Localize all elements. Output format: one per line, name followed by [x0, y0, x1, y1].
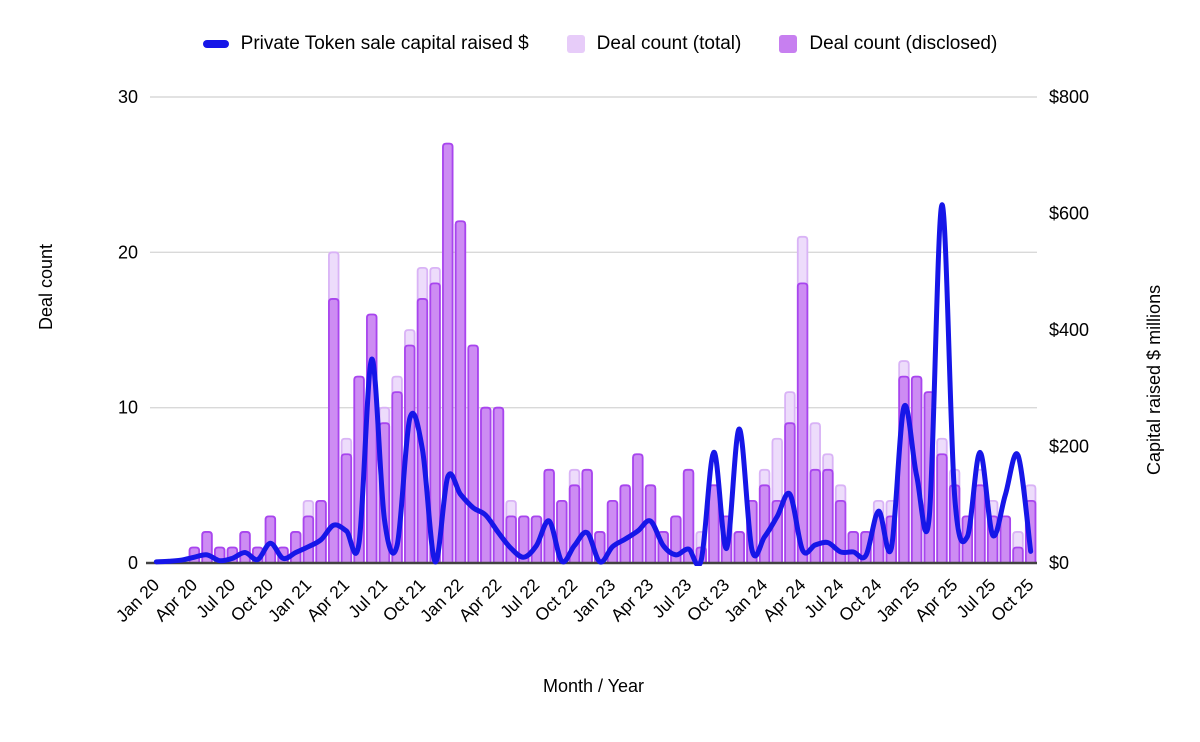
bar-disclosed-Jun 21[interactable]	[366, 313, 378, 564]
left-axis-title: Deal count	[36, 243, 56, 330]
bar-disclosed-Jun 24[interactable]	[822, 468, 834, 564]
bar-disclosed-Jan 24[interactable]	[758, 484, 771, 564]
x-axis-tick-Apr 21: Apr 21	[303, 575, 354, 626]
right-axis-tick-0: $0	[1049, 553, 1069, 573]
bar-disclosed-Nov 21[interactable]	[429, 282, 441, 564]
right-axis-tick-800: $800	[1049, 87, 1089, 107]
bar-disclosed-Jan 22[interactable]	[454, 220, 467, 564]
bar-disclosed-Jul 23[interactable]	[682, 468, 695, 564]
bar-disclosed-Feb 23[interactable]	[619, 484, 631, 564]
bar-disclosed-Mar 25[interactable]	[936, 453, 948, 564]
bar-disclosed-Feb 22[interactable]	[467, 344, 479, 564]
bar-disclosed-Jun 25[interactable]	[974, 484, 986, 564]
right-axis-tick-400: $400	[1049, 320, 1089, 340]
x-axis-tick-Apr 25: Apr 25	[911, 575, 962, 626]
x-axis-title: Month / Year	[542, 676, 645, 696]
bar-disclosed-Oct 20[interactable]	[264, 515, 277, 564]
bar-disclosed-Apr 24[interactable]	[796, 282, 809, 564]
bar-disclosed-Jun 23[interactable]	[670, 515, 682, 564]
legend-item-deal-count-total[interactable]: Deal count (total)	[566, 33, 742, 55]
bar-disclosed-Aug 22[interactable]	[543, 468, 555, 564]
bar-disclosed-May 22[interactable]	[505, 515, 517, 564]
x-axis-tick-Jan 23: Jan 23	[568, 575, 619, 626]
x-axis-tick-Jan 21: Jan 21	[264, 575, 315, 626]
right-axis-tick-600: $600	[1049, 204, 1089, 224]
legend-label-capital: Private Token sale capital raised $	[240, 33, 529, 54]
bar-disclosed-Dec 21[interactable]	[442, 142, 454, 564]
x-axis-tick-Jan 22: Jan 22	[416, 575, 467, 626]
bar-disclosed-Aug 20[interactable]	[239, 531, 251, 564]
bar-disclosed-Jan 21[interactable]	[302, 515, 315, 564]
x-axis-tick-Apr 22: Apr 22	[455, 575, 506, 626]
left-axis-tick-20: 20	[118, 242, 138, 262]
bar-disclosed-Nov 23[interactable]	[733, 531, 745, 564]
x-axis-tick-Oct 25: Oct 25	[987, 575, 1038, 626]
bar-disclosed-Feb 21[interactable]	[315, 499, 327, 564]
x-axis-tick-Jan 20: Jan 20	[112, 575, 163, 626]
bar-disclosed-Dec 20[interactable]	[290, 531, 302, 564]
capital-raised-line[interactable]	[153, 202, 1034, 566]
legend-item-deal-count-disclosed[interactable]: Deal count (disclosed)	[779, 33, 997, 55]
x-axis-tick-Apr 20: Apr 20	[151, 574, 202, 625]
disclosed-swatch-icon	[779, 35, 798, 53]
legend-label-total: Deal count (total)	[596, 33, 742, 54]
left-axis-tick-0: 0	[128, 553, 138, 573]
bar-disclosed-Sep 23[interactable]	[708, 484, 720, 564]
left-axis-tick-10: 10	[118, 398, 138, 418]
x-axis-tick-Jan 25: Jan 25	[872, 575, 923, 626]
left-axis-tick-30: 30	[118, 87, 138, 107]
bar-disclosed-Jun 22[interactable]	[518, 515, 530, 564]
bar-disclosed-Mar 23[interactable]	[632, 453, 644, 564]
bar-disclosed-Nov 22[interactable]	[581, 468, 593, 564]
legend-item-capital-line[interactable]: Private Token sale capital raised $	[202, 33, 529, 55]
bar-disclosed-Mar 22[interactable]	[480, 406, 492, 564]
right-axis-title: Capital raised $ millions	[1144, 284, 1164, 475]
bar-disclosed-Aug 24[interactable]	[847, 531, 859, 564]
bar-disclosed-May 24[interactable]	[809, 468, 821, 564]
line-swatch-icon	[202, 40, 229, 48]
bar-disclosed-Apr 22[interactable]	[492, 406, 505, 564]
total-swatch-icon	[566, 35, 585, 53]
x-axis-tick-Apr 23: Apr 23	[607, 575, 658, 626]
x-axis-tick-Apr 24: Apr 24	[759, 574, 810, 625]
bar-disclosed-Aug 25[interactable]	[999, 515, 1012, 564]
legend-label-disclosed: Deal count (disclosed)	[809, 33, 998, 54]
bar-disclosed-Mar 21[interactable]	[328, 298, 340, 564]
bar-disclosed-Sep 25[interactable]	[1012, 546, 1024, 564]
bar-disclosed-Oct 21[interactable]	[416, 298, 429, 564]
x-axis-tick-Jan 24: Jan 24	[720, 575, 771, 626]
bar-disclosed-Sep 21[interactable]	[404, 344, 416, 564]
chart-legend: Private Token sale capital raised $ Deal…	[0, 33, 1200, 55]
right-axis-tick-200: $200	[1049, 437, 1089, 457]
